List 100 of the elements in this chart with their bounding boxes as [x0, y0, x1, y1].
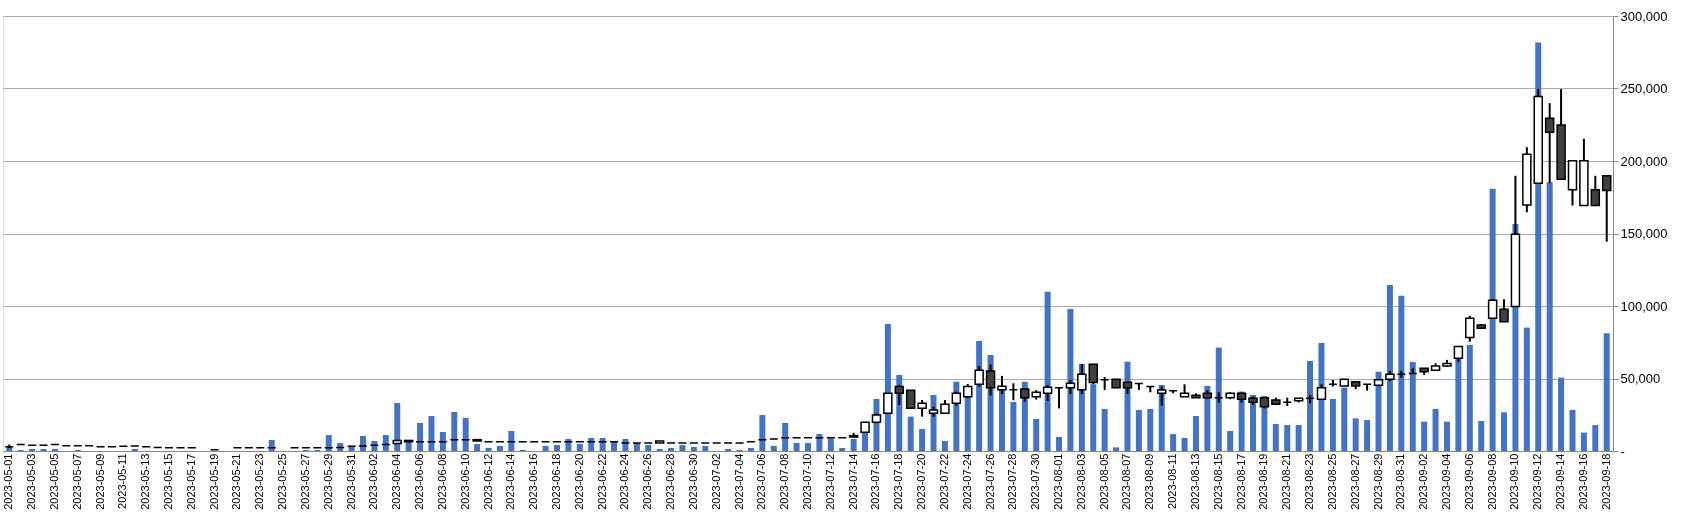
bar — [1204, 385, 1211, 451]
bar — [1272, 424, 1279, 451]
bar — [599, 437, 606, 451]
bar — [439, 432, 446, 451]
bar — [417, 423, 424, 451]
candlestick — [1601, 174, 1612, 243]
bar — [645, 445, 652, 451]
bar — [1432, 408, 1439, 451]
bar — [725, 448, 732, 451]
x-tick-label: 2023-08-03 — [1074, 453, 1087, 510]
candlestick — [894, 384, 905, 407]
x-tick-label: 2023-05-13 — [139, 453, 152, 510]
x-tick-label: 2023-09-04 — [1439, 453, 1452, 510]
bar — [462, 417, 469, 451]
x-tick-label: 2023-07-28 — [1006, 453, 1019, 510]
bar — [1033, 418, 1040, 451]
x-tick-label: 2023-08-25 — [1325, 453, 1338, 510]
x-tick-label: 2023-05-07 — [70, 453, 83, 510]
x-tick-label: 2023-08-11 — [1166, 453, 1179, 509]
y-tick-label: 200,000 — [1620, 153, 1668, 169]
x-tick-label: 2023-09-16 — [1576, 453, 1589, 510]
x-tick-label: 2023-06-30 — [686, 453, 699, 510]
x-tick-label: 2023-06-16 — [527, 453, 540, 510]
x-tick-label: 2023-05-21 — [230, 453, 243, 510]
x-tick-label: 2023-06-24 — [618, 453, 631, 510]
bar — [1215, 347, 1222, 451]
bar — [1192, 416, 1199, 451]
bar — [1580, 432, 1587, 451]
bar — [1603, 333, 1610, 451]
x-tick-label: 2023-08-31 — [1394, 453, 1407, 510]
bar — [268, 439, 275, 451]
bar — [1329, 398, 1336, 451]
bar — [1284, 425, 1291, 451]
bar — [1101, 408, 1108, 451]
bar — [782, 423, 789, 451]
y-tick-label: 250,000 — [1620, 81, 1668, 96]
x-tick-label: 2023-05-17 — [184, 453, 197, 510]
x-tick-label: 2023-06-18 — [549, 453, 562, 510]
bar — [1147, 408, 1154, 451]
candlestick — [883, 392, 893, 415]
x-tick-label: 2023-08-05 — [1097, 453, 1110, 510]
x-tick-label: 2023-07-22 — [937, 453, 950, 510]
x-tick-label: 2023-06-12 — [481, 453, 494, 510]
bar — [1124, 361, 1131, 451]
x-tick-label: 2023-08-19 — [1257, 453, 1270, 510]
x-tick-label: 2023-07-10 — [801, 453, 813, 510]
candlestick — [974, 364, 984, 388]
bar — [827, 438, 834, 451]
bar — [565, 438, 572, 451]
bar — [1592, 425, 1599, 451]
y-tick-label: 100,000 — [1620, 298, 1668, 314]
bar — [576, 444, 583, 451]
x-tick-label: 2023-08-23 — [1303, 453, 1316, 510]
x-tick-label: 2023-05-15 — [162, 453, 175, 510]
x-tick-label: 2023-08-21 — [1280, 453, 1293, 510]
bar — [1478, 420, 1485, 451]
y-tick-label: 300,000 — [1620, 8, 1668, 24]
x-tick-label: 2023-05-31 — [344, 453, 357, 510]
bar — [759, 415, 766, 451]
bar — [1409, 361, 1416, 451]
x-tick-label: 2023-07-26 — [983, 453, 996, 510]
bar — [793, 443, 800, 451]
bar — [941, 441, 948, 451]
x-tick-label: 2023-06-14 — [504, 453, 517, 510]
x-tick-label: 2023-07-02 — [709, 453, 722, 510]
y-tick-label: 150,000 — [1620, 226, 1668, 241]
x-tick-label: 2023-08-09 — [1143, 453, 1156, 510]
bar — [1501, 412, 1508, 451]
bar — [428, 416, 435, 451]
bar — [485, 447, 492, 451]
candlestick — [1499, 298, 1509, 323]
x-tick-label: 2023-07-24 — [960, 453, 973, 510]
bar — [1090, 384, 1097, 451]
x-tick-label: 2023-06-02 — [367, 453, 380, 510]
bar — [747, 447, 754, 451]
bar — [1044, 291, 1051, 451]
bar — [394, 403, 401, 451]
bar — [371, 441, 378, 451]
bar — [1170, 434, 1177, 451]
candlestick — [905, 389, 916, 410]
bar — [850, 438, 857, 451]
bar — [679, 445, 686, 451]
x-tick-label: 2023-05-03 — [25, 453, 38, 510]
x-tick-label: 2023-08-07 — [1120, 453, 1133, 510]
y-tick-label: - — [1620, 443, 1625, 459]
bar — [1227, 430, 1234, 451]
bar — [1443, 421, 1450, 451]
bar — [542, 445, 549, 451]
x-tick-label: 2023-05-05 — [47, 453, 60, 510]
x-tick-label: 2023-05-27 — [298, 453, 311, 510]
bar — [656, 448, 663, 451]
x-tick-label: 2023-06-10 — [458, 453, 471, 510]
bar — [405, 441, 412, 451]
bar — [816, 434, 823, 451]
candlestick — [1590, 174, 1601, 207]
x-tick-label: 2023-06-06 — [413, 453, 426, 510]
x-tick-label: 2023-06-26 — [641, 453, 654, 510]
x-tick-label: 2023-06-20 — [572, 453, 585, 510]
bar — [588, 437, 595, 451]
x-tick-label: 2023-09-12 — [1531, 453, 1544, 510]
